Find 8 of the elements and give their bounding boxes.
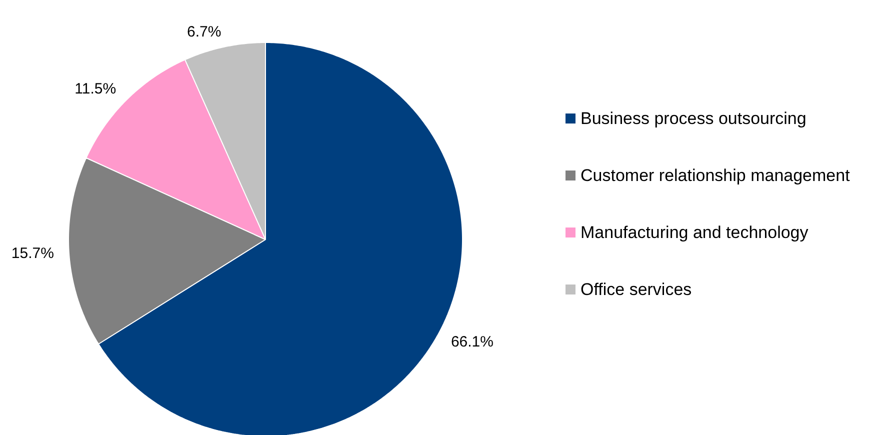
legend-label: Business process outsourcing	[580, 109, 806, 128]
legend-label: Manufacturing and technology	[580, 223, 809, 242]
data-label: 15.7%	[11, 244, 54, 262]
legend-label: Office services	[580, 280, 692, 299]
legend-label: Customer relationship management	[580, 166, 850, 185]
data-label: 6.7%	[187, 24, 222, 41]
data-label: 66.1%	[450, 334, 494, 351]
data-label: 11.5%	[74, 80, 116, 98]
